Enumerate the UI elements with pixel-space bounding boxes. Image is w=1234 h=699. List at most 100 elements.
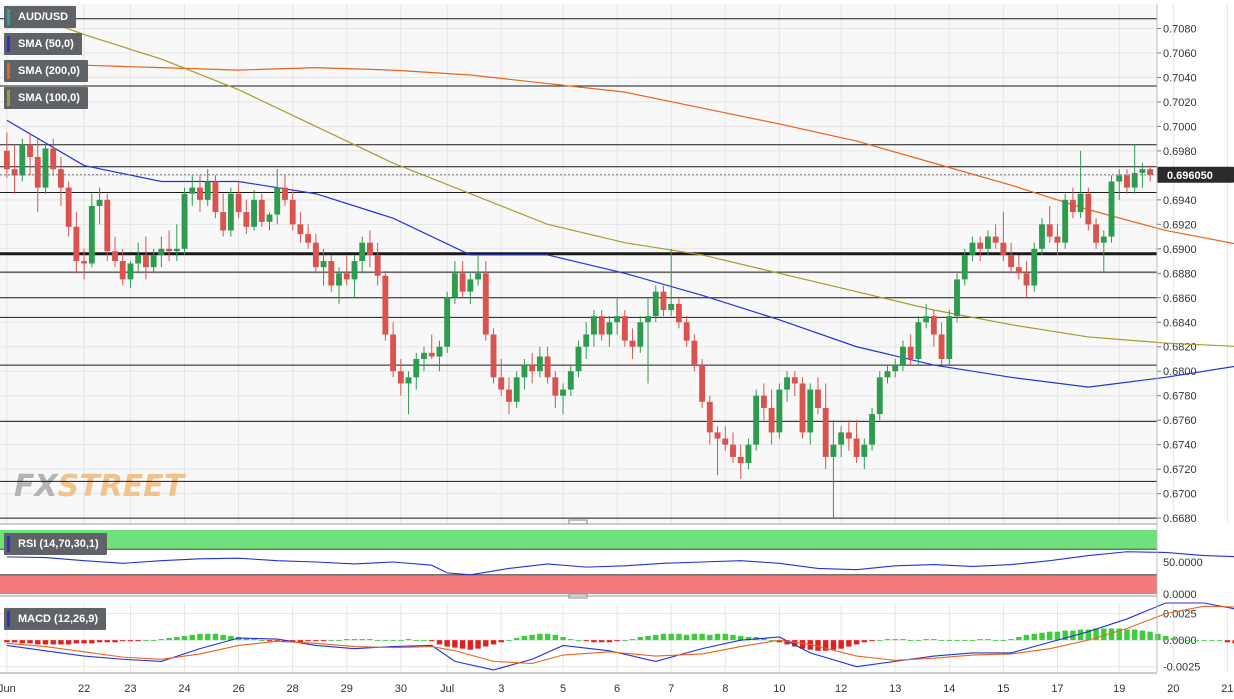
macd-histogram-bar xyxy=(1124,629,1130,641)
candle xyxy=(96,187,103,225)
candle xyxy=(1139,163,1146,188)
macd-histogram-bar xyxy=(120,640,126,642)
legend-sma200-label: SMA (200,0) xyxy=(18,65,80,77)
macd-histogram-bar xyxy=(938,640,945,641)
candle-body xyxy=(1039,224,1045,249)
candle-body xyxy=(96,199,103,206)
macd-histogram-bar xyxy=(344,639,350,641)
candle xyxy=(428,334,435,359)
macd-histogram-bar xyxy=(42,640,49,645)
y-tick-label: 0.6920 xyxy=(1163,219,1197,231)
macd-histogram-bar xyxy=(1232,640,1234,644)
candle-body xyxy=(119,261,126,280)
macd-histogram-bar xyxy=(81,640,87,644)
candle-body xyxy=(42,148,49,188)
candle-body xyxy=(536,356,543,372)
candle xyxy=(954,273,960,323)
candle xyxy=(1131,144,1138,194)
candle-body xyxy=(552,377,559,396)
macd-histogram-bar xyxy=(228,635,234,641)
macd-histogram-bar xyxy=(969,640,976,641)
legend-macd-swatch xyxy=(7,611,10,627)
candle xyxy=(490,328,497,384)
candle xyxy=(536,346,543,378)
macd-histogram-bar xyxy=(89,640,95,644)
candle xyxy=(583,322,590,359)
candle xyxy=(560,383,566,415)
candle-body xyxy=(977,242,984,249)
candle xyxy=(1085,187,1092,231)
x-tick-label: 13 xyxy=(889,683,901,695)
candle-body xyxy=(807,389,814,433)
candle xyxy=(258,193,265,227)
candle xyxy=(498,358,505,396)
candle-body xyxy=(73,226,80,262)
candle-body xyxy=(312,242,319,268)
legend-rsi[interactable]: RSI (14,70,30,1) xyxy=(4,533,107,555)
candle xyxy=(977,236,984,262)
macd-histogram-bar xyxy=(598,640,605,643)
candle-body xyxy=(428,352,435,357)
macd-histogram-bar xyxy=(513,638,520,641)
candle-body xyxy=(853,438,860,457)
legend-pair[interactable]: AUD/USD xyxy=(4,6,77,28)
macd-histogram-bar xyxy=(568,639,574,641)
macd-histogram-bar xyxy=(351,639,358,641)
legend-pair-swatch xyxy=(7,9,10,25)
macd-histogram-bar xyxy=(4,640,10,643)
candle-body xyxy=(351,261,358,280)
candle-body xyxy=(668,303,675,311)
candle xyxy=(815,377,821,415)
candle-body xyxy=(1131,172,1138,188)
macd-histogram-bar xyxy=(861,640,868,643)
macd-histogram-bar xyxy=(660,633,667,641)
macd-histogram-bar xyxy=(336,640,342,641)
macd-histogram-bar xyxy=(96,640,103,643)
candle xyxy=(1015,254,1022,280)
candle-body xyxy=(753,395,760,445)
candle xyxy=(652,285,659,323)
candle-body xyxy=(451,273,458,298)
macd-histogram-bar xyxy=(35,640,41,645)
candle-body xyxy=(1116,175,1123,182)
candle-body xyxy=(923,316,930,323)
candle-body xyxy=(768,407,775,433)
macd-y-tick-label: -0.0025 xyxy=(1163,662,1200,674)
candle-body xyxy=(560,389,566,396)
legend-sma200[interactable]: SMA (200,0) xyxy=(4,60,88,82)
candle-body xyxy=(845,432,852,439)
legend-sma50[interactable]: SMA (50,0) xyxy=(4,33,82,55)
sma-line xyxy=(6,5,1234,347)
macd-histogram-bar xyxy=(761,638,767,641)
legend-macd[interactable]: MACD (12,26,9) xyxy=(4,608,107,630)
candle xyxy=(251,190,257,231)
candle-body xyxy=(142,254,149,268)
macd-y-tick-label: 0.0025 xyxy=(1163,609,1197,621)
candle xyxy=(606,316,613,347)
candle xyxy=(923,303,930,329)
macd-histogram-bar xyxy=(1047,631,1053,641)
candle-body xyxy=(714,432,721,439)
candle-body xyxy=(88,205,95,264)
macd-histogram-bar xyxy=(1224,640,1231,643)
macd-histogram-bar xyxy=(637,636,644,641)
candle-body xyxy=(984,236,991,249)
macd-histogram-bar xyxy=(189,634,195,641)
candle xyxy=(830,420,837,519)
candle-body xyxy=(251,199,257,227)
candle xyxy=(1054,224,1061,255)
legend-sma100[interactable]: SMA (100,0) xyxy=(4,87,88,109)
candle xyxy=(969,236,976,262)
candle xyxy=(1008,242,1015,274)
candle xyxy=(135,242,142,274)
candle-body xyxy=(1031,248,1038,286)
candle xyxy=(1147,165,1154,182)
candle-body xyxy=(683,322,690,341)
macd-histogram-bar xyxy=(1209,640,1215,641)
rsi-oversold-band xyxy=(0,574,1157,594)
macd-histogram-bar xyxy=(768,640,775,641)
legend-sma200-swatch xyxy=(7,63,10,79)
macd-histogram-bar xyxy=(150,640,157,641)
candle xyxy=(930,310,937,347)
macd-histogram-bar xyxy=(784,640,790,645)
